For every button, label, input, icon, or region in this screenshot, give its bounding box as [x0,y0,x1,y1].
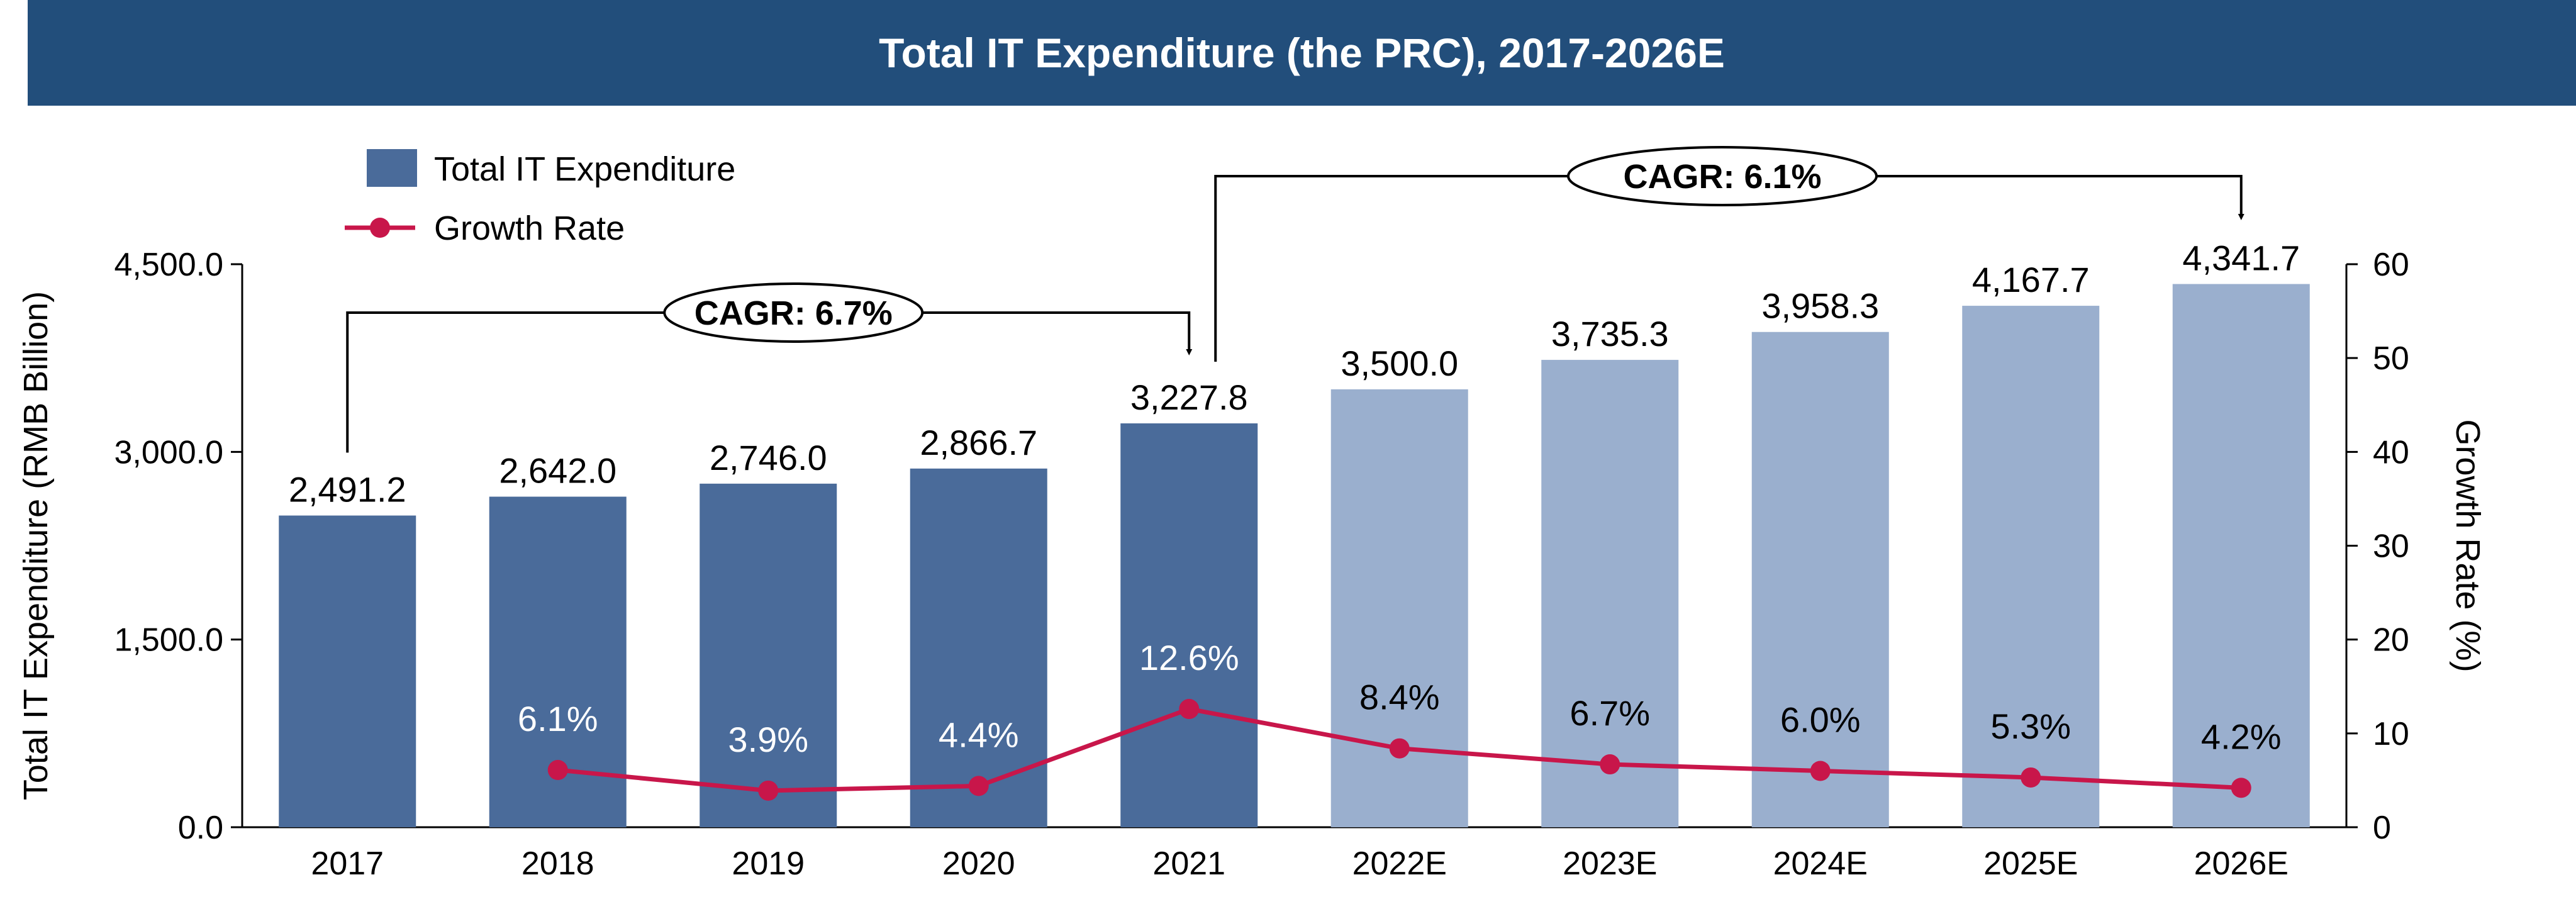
x-tick-label: 2019 [732,845,805,882]
growth-value-label: 6.7% [1570,693,1650,733]
x-tick-label: 2022E [1352,845,1447,882]
growth-value-label: 4.4% [939,715,1019,754]
data-labels: 2,491.2 2,642.0 2,746.0 2,866.7 3,227.8 3,500… [289,238,2300,759]
legend-label-bars: Total IT Expenditure [434,150,735,188]
bar-value-label: 4,167.7 [1972,260,2090,299]
growth-value-label: 6.0% [1780,700,1861,740]
growth-line [547,699,2251,801]
bar [1541,360,1679,827]
bar [1962,306,2100,827]
y-tick-label: 3,000.0 [114,434,224,471]
x-tick-label: 2018 [521,845,594,882]
bar-value-label: 2,746.0 [710,438,827,477]
legend-marker-growth [370,218,390,238]
legend: Total IT Expenditure Growth Rate [345,149,735,247]
y2-axis-title: Growth Rate (%) [2449,419,2487,672]
growth-point [1179,699,1200,720]
bar [1120,423,1258,827]
growth-point [2231,778,2251,798]
cagr-bubble [1567,146,1878,206]
bar [2172,284,2310,827]
x-tick-label: 2026E [2194,845,2289,882]
bar [1330,389,1468,827]
bar [910,468,1047,827]
x-tick-label: 2017 [311,845,384,882]
y-tick-label: 4,500.0 [114,247,224,283]
bar [279,515,416,827]
bar-value-label: 2,642.0 [499,451,616,491]
bar [700,483,837,827]
bar-value-label: 3,227.8 [1130,377,1248,417]
y2-tick-label: 0 [2373,810,2391,846]
growth-value-label: 5.3% [1990,706,2071,746]
x-tick-label: 2023E [1563,845,1657,882]
x-tick-label: 2025E [1983,845,2078,882]
y2-tick-label: 50 [2373,340,2409,377]
cagr-bubble [663,282,924,343]
growth-value-label: 12.6% [1139,638,1239,678]
growth-point [547,760,568,781]
y2-tick-label: 60 [2373,247,2409,283]
axes: 0.0 1,500.0 3,000.0 4,500.0 0 10 20 30 40 50 60 201… [17,247,2487,882]
x-tick-label: 2024E [1773,845,1868,882]
x-tick-label: 2020 [942,845,1015,882]
cagr-annotations: CAGR: 6.7% CAGR: 6.1% [346,146,2244,453]
growth-point [968,776,989,796]
growth-value-label: 6.1% [518,699,598,739]
cagr-label: CAGR: 6.7% [694,294,893,332]
growth-point [1810,761,1831,781]
bars [279,284,2310,827]
title-bar: Total IT Expenditure (the PRC), 2017-202… [28,0,2576,106]
chart-title: Total IT Expenditure (the PRC), 2017-202… [879,30,1725,76]
growth-value-label: 4.2% [2201,717,2282,756]
y2-tick-label: 10 [2373,716,2409,752]
y-axis-title: Total IT Expenditure (RMB Billion) [17,291,55,800]
growth-value-label: 8.4% [1359,678,1440,717]
growth-point [1389,738,1410,759]
bar-value-label: 2,866.7 [920,423,1037,462]
growth-value-label: 3.9% [728,720,808,759]
legend-swatch-bars [367,149,417,187]
bar [1751,332,1889,827]
bar-value-label: 2,491.2 [289,470,406,510]
x-tick-label: 2021 [1152,845,1225,882]
legend-label-line: Growth Rate [434,209,625,247]
growth-point [2021,767,2041,788]
y2-tick-label: 20 [2373,622,2409,659]
growth-point [758,780,779,801]
y2-tick-label: 30 [2373,528,2409,565]
y-tick-label: 1,500.0 [114,622,224,659]
bar-value-label: 3,735.3 [1551,314,1669,354]
bar-value-label: 3,958.3 [1761,286,1879,326]
growth-point [1600,754,1620,775]
y2-tick-label: 40 [2373,434,2409,471]
y-tick-label: 0.0 [178,810,223,846]
cagr-label: CAGR: 6.1% [1623,158,1821,196]
bar-value-label: 4,341.7 [2182,238,2300,277]
bar-value-label: 3,500.0 [1341,343,1458,383]
